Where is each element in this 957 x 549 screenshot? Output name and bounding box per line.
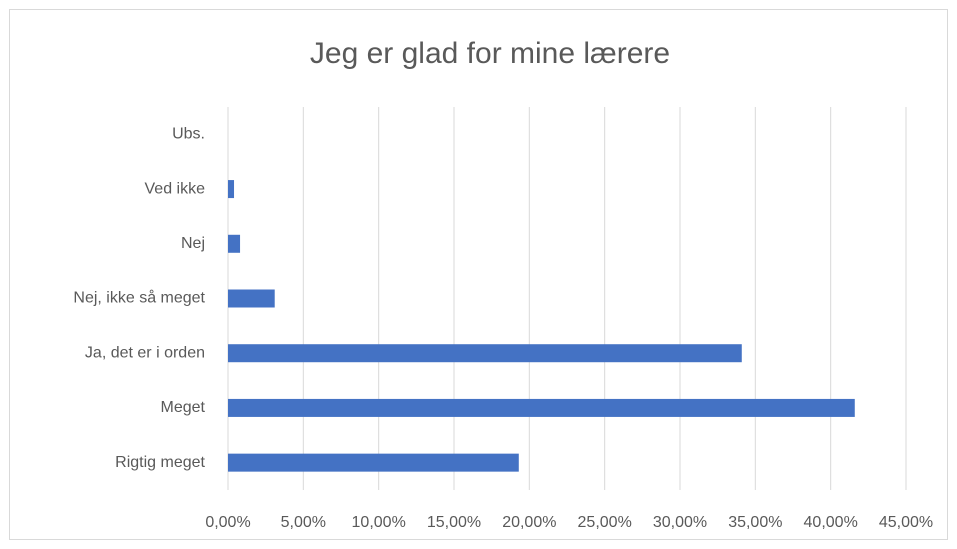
x-tick-label: 15,00% (427, 514, 481, 531)
x-tick-label: 5,00% (281, 514, 326, 531)
y-tick-label: Ja, det er i orden (85, 344, 205, 361)
x-tick-label: 10,00% (352, 514, 406, 531)
bar (228, 180, 235, 199)
x-tick-label: 40,00% (804, 514, 858, 531)
x-tick-label: 0,00% (205, 514, 250, 531)
x-tick-label: 20,00% (502, 514, 556, 531)
bar (228, 344, 742, 363)
y-tick-label: Meget (161, 399, 206, 416)
x-tick-label: 30,00% (653, 514, 707, 531)
y-tick-label: Ved ikke (145, 180, 206, 197)
x-tick-label: 35,00% (728, 514, 782, 531)
chart-title: Jeg er glad for mine lærere (310, 37, 670, 70)
y-tick-label: Ubs. (172, 126, 205, 143)
y-tick-label: Rigtig meget (115, 454, 205, 471)
bar (228, 289, 275, 308)
bar (228, 234, 241, 253)
bar (228, 453, 519, 472)
x-tick-label: 25,00% (578, 514, 632, 531)
y-tick-label: Nej (181, 235, 205, 252)
x-tick-label: 45,00% (879, 514, 933, 531)
bar (228, 398, 855, 417)
chart-frame (9, 9, 948, 540)
y-tick-label: Nej, ikke så meget (73, 289, 205, 307)
